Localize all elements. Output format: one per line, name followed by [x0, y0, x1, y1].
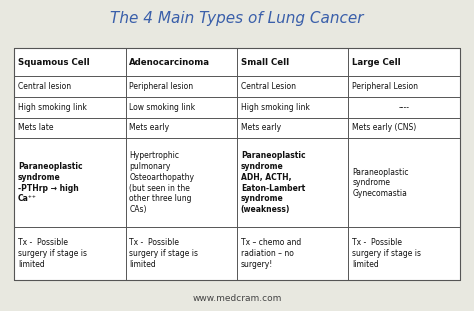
- Text: High smoking link: High smoking link: [18, 103, 87, 112]
- Text: Mets early: Mets early: [129, 123, 170, 132]
- Text: Tx -  Possible
surgery if stage is
limited: Tx - Possible surgery if stage is limite…: [352, 238, 421, 269]
- Text: Central Lesion: Central Lesion: [241, 82, 296, 91]
- Text: Low smoking link: Low smoking link: [129, 103, 196, 112]
- Text: Mets early (CNS): Mets early (CNS): [352, 123, 417, 132]
- Text: ----: ----: [399, 103, 410, 112]
- Text: Squamous Cell: Squamous Cell: [18, 58, 90, 67]
- Text: Mets early: Mets early: [241, 123, 281, 132]
- Text: Paraneoplastic
syndrome
-PTHrp → high
Ca⁺⁺: Paraneoplastic syndrome -PTHrp → high Ca…: [18, 162, 82, 203]
- Text: Tx -  Possible
surgery if stage is
limited: Tx - Possible surgery if stage is limite…: [18, 238, 87, 269]
- Text: Small Cell: Small Cell: [241, 58, 289, 67]
- Text: Adenocarcinoma: Adenocarcinoma: [129, 58, 210, 67]
- Text: Hypertrophic
pulmonary
Osteoarthopathy
(but seen in the
other three lung
CAs): Hypertrophic pulmonary Osteoarthopathy (…: [129, 151, 194, 214]
- Text: Central lesion: Central lesion: [18, 82, 71, 91]
- Text: Peripheral lesion: Peripheral lesion: [129, 82, 193, 91]
- Text: Mets late: Mets late: [18, 123, 54, 132]
- Text: Peripheral Lesion: Peripheral Lesion: [352, 82, 418, 91]
- Text: Tx -  Possible
surgery if stage is
limited: Tx - Possible surgery if stage is limite…: [129, 238, 199, 269]
- Text: Large Cell: Large Cell: [352, 58, 401, 67]
- Text: Paraneoplastic
syndrome
Gynecomastia: Paraneoplastic syndrome Gynecomastia: [352, 168, 409, 198]
- Text: www.medcram.com: www.medcram.com: [192, 294, 282, 303]
- Text: The 4 Main Types of Lung Cancer: The 4 Main Types of Lung Cancer: [110, 11, 364, 26]
- Text: Paraneoplastic
syndrome
ADH, ACTH,
Eaton-Lambert
syndrome
(weakness): Paraneoplastic syndrome ADH, ACTH, Eaton…: [241, 151, 305, 214]
- Text: High smoking link: High smoking link: [241, 103, 310, 112]
- Text: Tx – chemo and
radiation – no
surgery!: Tx – chemo and radiation – no surgery!: [241, 238, 301, 269]
